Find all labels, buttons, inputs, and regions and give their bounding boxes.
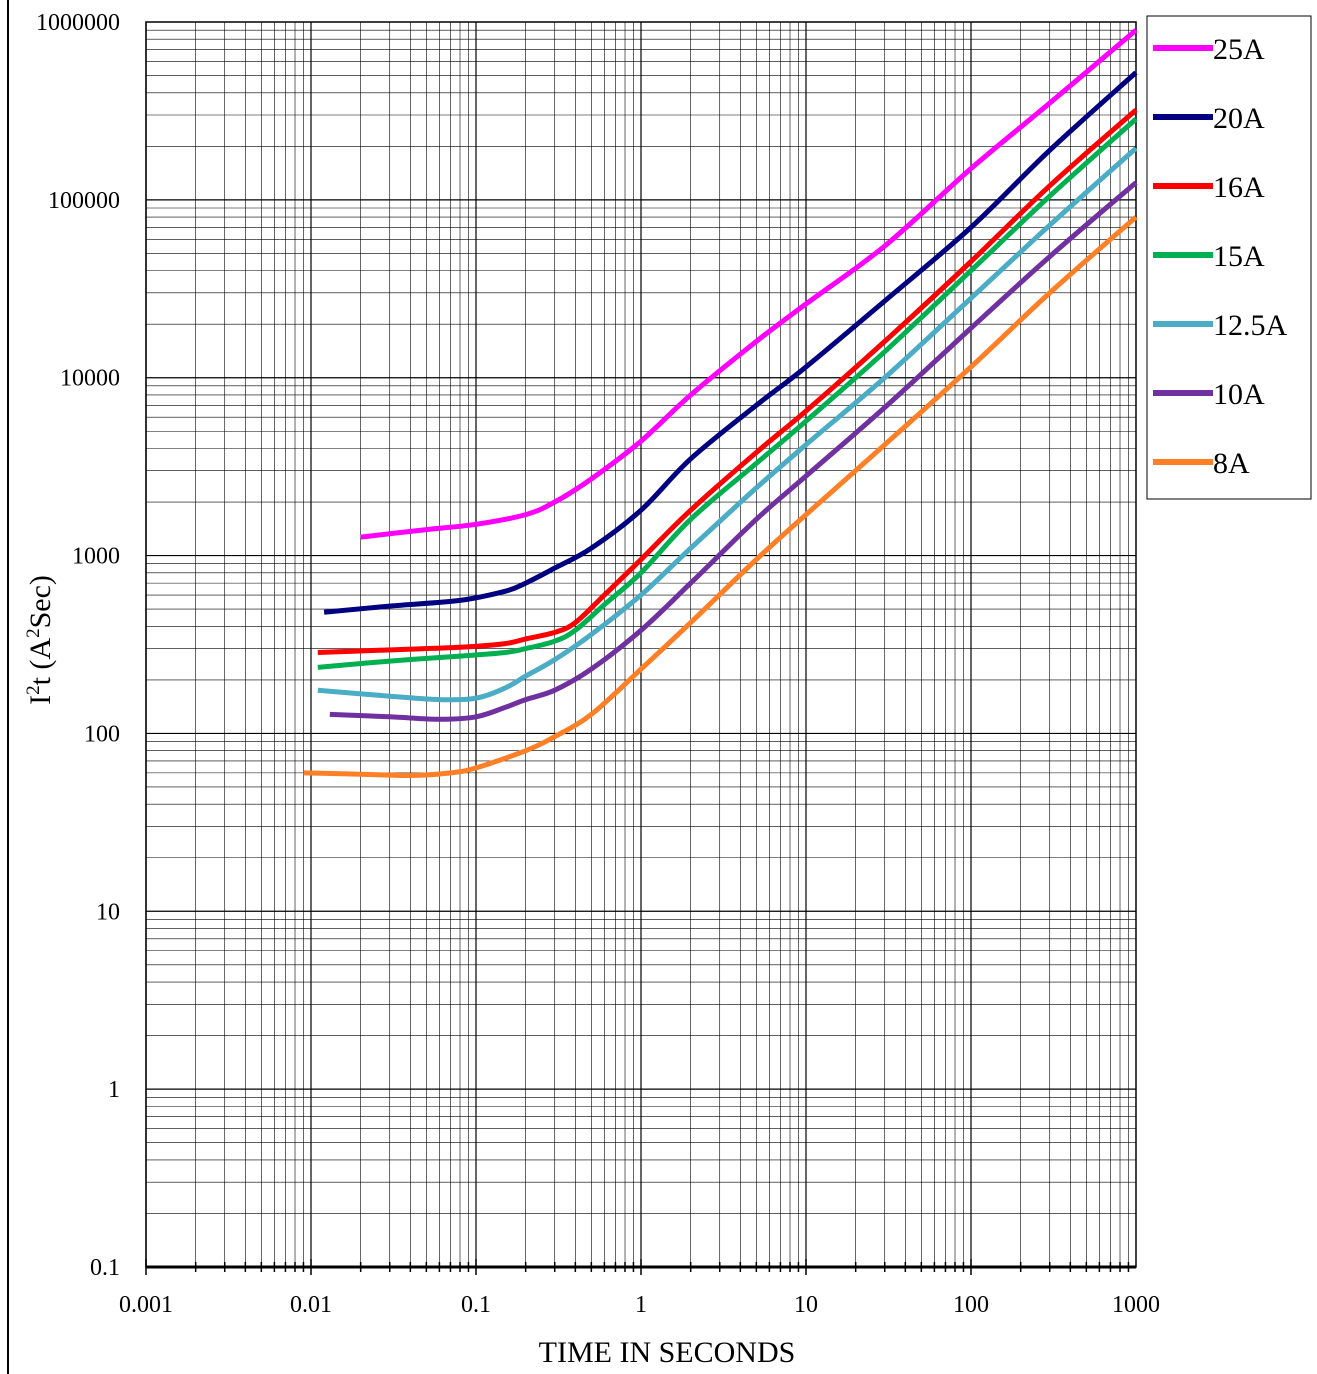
legend-items: 25A 20A 16A 15A 12.5A 10A 8A bbox=[1153, 33, 1288, 480]
x-tick-label: 0.01 bbox=[290, 1292, 332, 1318]
x-axis-ticks bbox=[145, 1259, 1130, 1275]
legend: 25A 20A 16A 15A 12.5A 10A 8A bbox=[1146, 15, 1312, 500]
y-axis-title-sup1: 2 bbox=[23, 685, 44, 695]
y-tick-label: 1000 bbox=[72, 544, 120, 570]
y-tick-label: 100 bbox=[84, 721, 120, 747]
x-tick-label: 100 bbox=[953, 1292, 989, 1318]
series-line-10a bbox=[329, 180, 1138, 722]
y-tick-label: 10000 bbox=[60, 366, 120, 392]
series-line-16a bbox=[317, 108, 1138, 655]
legend-label: 16A bbox=[1213, 171, 1265, 204]
legend-label: 25A bbox=[1213, 33, 1265, 66]
series-lines bbox=[303, 28, 1138, 779]
legend-label: 10A bbox=[1213, 378, 1265, 411]
legend-label: 8A bbox=[1213, 447, 1250, 480]
y-axis-title-sup2: 2 bbox=[23, 628, 44, 638]
legend-label: 15A bbox=[1213, 240, 1265, 273]
series-line-15a bbox=[317, 117, 1138, 670]
legend-label: 20A bbox=[1213, 102, 1265, 135]
legend-label: 12.5A bbox=[1213, 309, 1288, 342]
x-tick-label: 0.1 bbox=[461, 1292, 491, 1318]
x-tick-label: 1000 bbox=[1112, 1292, 1160, 1318]
y-tick-label: 1 bbox=[108, 1077, 120, 1103]
x-tick-label: 10 bbox=[794, 1292, 818, 1318]
x-tick-label: 1 bbox=[635, 1292, 647, 1318]
y-axis-title-end: Sec) bbox=[24, 575, 57, 628]
x-tick-labels: 0.001 0.01 0.1 1 10 100 1000 bbox=[119, 1292, 1160, 1318]
y-tick-label: 1000000 bbox=[36, 10, 120, 36]
series-line-8a bbox=[303, 215, 1138, 779]
x-tick-label: 0.001 bbox=[119, 1292, 173, 1318]
series-line-25a bbox=[360, 28, 1138, 540]
y-axis-title-mid: t (A bbox=[24, 638, 57, 686]
y-tick-label: 10 bbox=[96, 899, 120, 925]
y-axis-title-base: I bbox=[24, 695, 57, 705]
series-line-20a bbox=[323, 70, 1138, 615]
y-tick-label: 0.1 bbox=[90, 1255, 120, 1281]
x-axis-title: TIME IN SECONDS bbox=[539, 1336, 796, 1369]
y-tick-labels: 0.1 1 10 100 1000 10000 100000 1000000 bbox=[36, 10, 120, 1281]
y-tick-label: 100000 bbox=[48, 188, 120, 214]
series-line-12-5a bbox=[317, 146, 1138, 703]
y-axis-title: I2t (A2Sec) bbox=[23, 575, 57, 705]
